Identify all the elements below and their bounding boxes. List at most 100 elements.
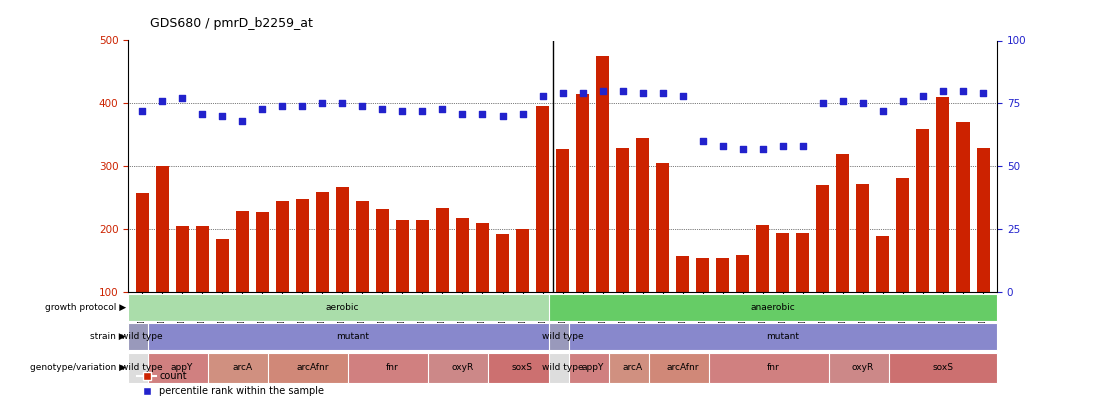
Text: wild type: wild type [121, 332, 163, 341]
Bar [817, 185, 829, 355]
Bar [648, 352, 716, 384]
Bar [889, 352, 997, 384]
Point [734, 145, 752, 152]
Legend: count, percentile rank within the sample: count, percentile rank within the sample [133, 367, 329, 400]
Bar [416, 220, 429, 355]
Bar [335, 187, 349, 355]
Bar [536, 106, 549, 355]
Bar [436, 208, 449, 355]
Bar [276, 201, 289, 355]
Bar [556, 149, 569, 355]
Text: soxS: soxS [932, 363, 954, 373]
Bar [636, 138, 649, 355]
Point [854, 100, 872, 107]
Point [674, 93, 692, 99]
Text: genotype/variation ▶: genotype/variation ▶ [30, 363, 126, 373]
Point [213, 113, 231, 119]
Bar [456, 218, 469, 355]
Bar [736, 255, 750, 355]
Text: aerobic: aerobic [325, 303, 359, 311]
Bar [128, 323, 156, 350]
Bar [236, 211, 248, 355]
Bar [395, 220, 409, 355]
Bar [296, 199, 309, 355]
Bar [568, 352, 617, 384]
Point [614, 87, 632, 94]
Point [634, 90, 652, 97]
Bar [429, 352, 497, 384]
Bar [156, 166, 168, 355]
Point [193, 110, 211, 117]
Text: fnr: fnr [387, 363, 399, 373]
Point [154, 98, 172, 104]
Bar [716, 258, 730, 355]
Bar [176, 226, 188, 355]
Text: arcAfnr: arcAfnr [666, 363, 698, 373]
Point [534, 93, 551, 99]
Point [453, 110, 471, 117]
Text: mutant: mutant [335, 332, 369, 341]
Point [915, 93, 932, 99]
Bar [917, 129, 929, 355]
Text: appY: appY [170, 363, 194, 373]
Text: arcAfnr: arcAfnr [296, 363, 329, 373]
Bar [776, 232, 790, 355]
Bar [756, 225, 770, 355]
Point [654, 90, 672, 97]
Bar [136, 193, 148, 355]
Text: soxS: soxS [512, 363, 532, 373]
Bar [268, 352, 356, 384]
Text: appY: appY [582, 363, 604, 373]
Point [834, 98, 852, 104]
Point [353, 103, 371, 109]
Bar [196, 226, 208, 355]
Bar [128, 294, 557, 321]
Text: wild type: wild type [541, 332, 584, 341]
Point [874, 108, 892, 114]
Bar [656, 163, 670, 355]
Bar [216, 239, 228, 355]
Point [694, 138, 712, 145]
Bar [496, 234, 509, 355]
Point [174, 95, 192, 102]
Bar [548, 323, 577, 350]
Bar [937, 97, 949, 355]
Bar [489, 352, 557, 384]
Bar [977, 147, 989, 355]
Bar [315, 192, 329, 355]
Bar [548, 352, 577, 384]
Text: growth protocol ▶: growth protocol ▶ [45, 303, 126, 311]
Bar [837, 154, 849, 355]
Point [253, 105, 271, 112]
Bar [256, 212, 268, 355]
Bar [797, 232, 810, 355]
Bar [148, 352, 216, 384]
Point [494, 113, 511, 119]
Bar [516, 229, 529, 355]
Bar [957, 122, 969, 355]
Point [554, 90, 571, 97]
Bar [148, 323, 557, 350]
Bar [696, 258, 710, 355]
Text: wild type: wild type [541, 363, 584, 373]
Point [814, 100, 832, 107]
Bar [568, 323, 997, 350]
Text: strain ▶: strain ▶ [90, 332, 126, 341]
Bar [877, 236, 889, 355]
Bar [476, 223, 489, 355]
Point [413, 108, 431, 114]
Bar [596, 56, 609, 355]
Point [373, 105, 391, 112]
Point [273, 103, 291, 109]
Text: wild type: wild type [121, 363, 163, 373]
Point [934, 87, 951, 94]
Point [313, 100, 331, 107]
Bar [897, 178, 909, 355]
Point [594, 87, 612, 94]
Point [293, 103, 311, 109]
Text: fnr: fnr [766, 363, 779, 373]
Point [954, 87, 971, 94]
Point [974, 90, 991, 97]
Point [794, 143, 812, 149]
Bar [375, 209, 389, 355]
